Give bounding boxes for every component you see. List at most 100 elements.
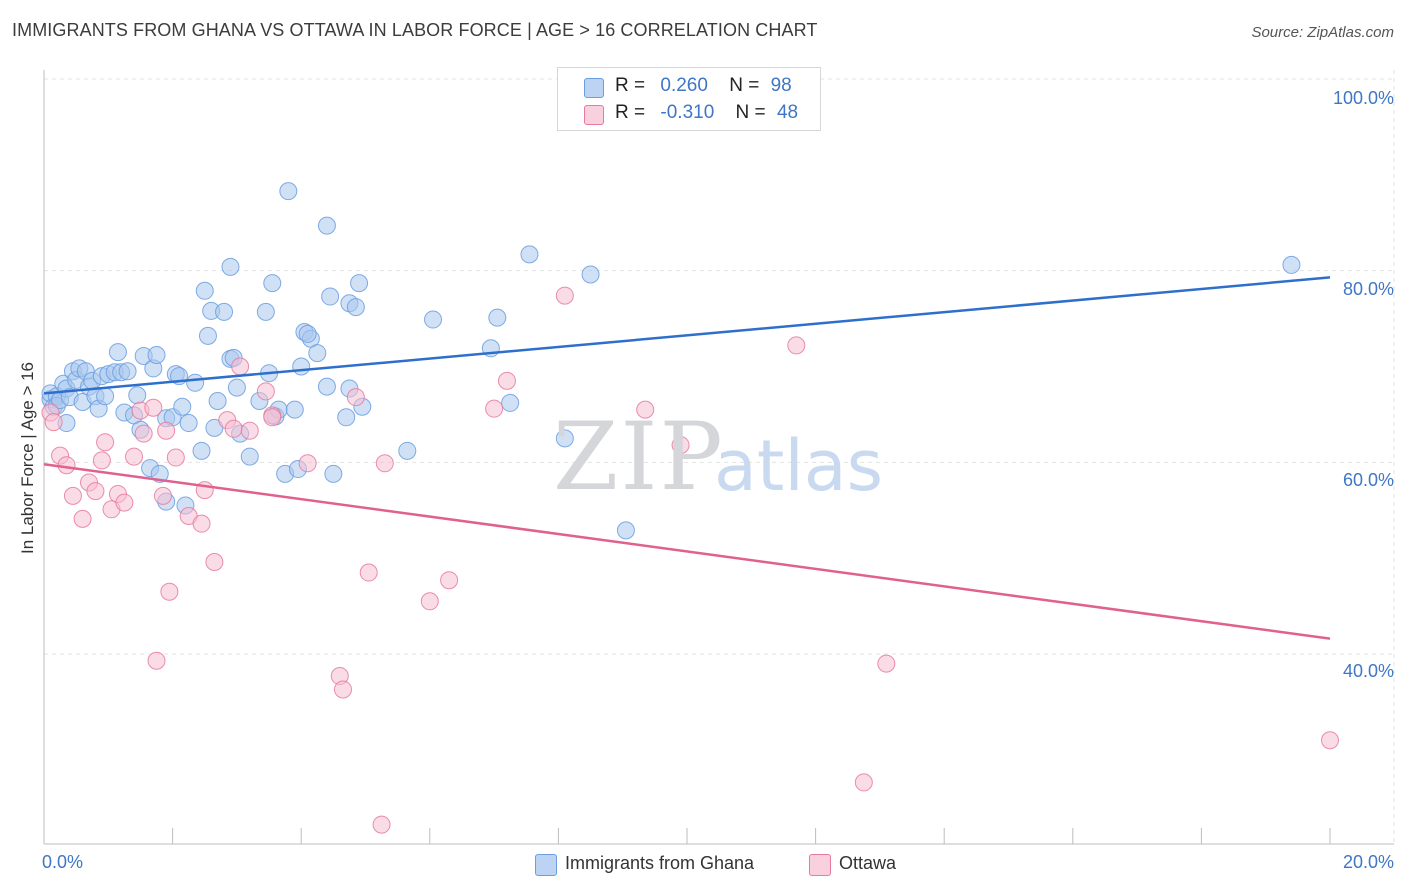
legend-swatch-ottawa [809, 854, 831, 876]
point-s1-17 [147, 651, 166, 670]
point-s0-80 [350, 274, 369, 293]
point-s0-88 [555, 429, 574, 448]
point-s1-44 [555, 286, 574, 305]
point-s0-54 [227, 378, 246, 397]
point-s0-65 [279, 182, 298, 201]
point-s0-76 [337, 408, 356, 427]
point-s0-83 [424, 310, 443, 329]
point-s0-49 [208, 392, 227, 410]
point-s0-79 [346, 298, 365, 317]
point-s1-40 [420, 592, 439, 611]
point-s1-5 [73, 509, 92, 528]
point-s1-25 [205, 553, 224, 571]
point-s1-49 [877, 654, 896, 673]
point-s1-21 [166, 448, 185, 467]
point-s1-39 [375, 454, 394, 473]
point-s1-19 [157, 421, 176, 440]
chart-title: IMMIGRANTS FROM GHANA VS OTTAWA IN LABOR… [12, 20, 818, 40]
trend-line-1 [43, 463, 1331, 640]
point-s0-64 [285, 400, 304, 419]
r-value: 0.260 [660, 75, 708, 96]
n-label: N = [735, 102, 766, 123]
point-s1-32 [263, 408, 282, 427]
point-s0-87 [520, 245, 539, 264]
point-s1-9 [96, 433, 115, 452]
point-s1-36 [346, 388, 365, 407]
point-s0-33 [147, 346, 166, 364]
point-s1-38 [372, 815, 391, 834]
y-tick-label-100: 100.0% [1332, 88, 1394, 108]
point-s0-43 [186, 373, 205, 392]
point-s1-45 [636, 400, 655, 419]
point-s1-30 [256, 382, 275, 401]
point-s0-60 [263, 274, 282, 293]
point-s0-90 [616, 521, 635, 540]
point-s0-44 [192, 441, 211, 460]
point-s0-70 [298, 324, 317, 343]
watermark-atlas: atlas [714, 425, 884, 507]
point-s0-73 [317, 216, 336, 235]
trend-lines [43, 276, 1331, 640]
point-s0-85 [488, 308, 507, 327]
point-s0-40 [173, 397, 192, 416]
y-tick-label-40: 40.0% [1342, 661, 1394, 681]
point-s0-20 [96, 387, 115, 406]
point-s0-23 [108, 343, 127, 362]
point-s1-29 [240, 421, 259, 440]
chart-source: Source: ZipAtlas.com [1251, 24, 1394, 41]
point-s1-35 [333, 680, 352, 699]
watermark-zip: ZIP [553, 403, 725, 512]
ottawa-swatch [584, 105, 604, 125]
n-value: 98 [770, 75, 792, 96]
y-tick-label-60: 60.0% [1342, 470, 1394, 490]
x-tick-label-min: 0.0% [42, 852, 84, 872]
ghana-swatch [584, 78, 604, 98]
point-s0-67 [292, 357, 311, 376]
point-s1-20 [160, 582, 179, 601]
point-s0-26 [118, 362, 137, 381]
point-s1-3 [57, 456, 76, 475]
point-s1-16 [144, 398, 163, 417]
point-s0-58 [256, 302, 275, 321]
point-s1-15 [134, 424, 153, 443]
point-s1-7 [86, 482, 105, 501]
point-s0-45 [195, 281, 214, 300]
point-s0-74 [321, 287, 340, 306]
point-s0-56 [240, 447, 259, 466]
point-s1-28 [231, 357, 250, 376]
point-s1-37 [359, 563, 378, 582]
point-s0-52 [221, 257, 240, 276]
point-s0-72 [317, 377, 336, 396]
point-s1-47 [787, 336, 806, 355]
y-axis-label: In Labor Force | Age > 16 [18, 361, 37, 555]
point-s1-43 [497, 371, 516, 390]
point-s0-42 [179, 414, 198, 433]
point-s1-12 [115, 493, 134, 512]
axes [43, 70, 1394, 845]
point-s0-46 [198, 326, 217, 345]
point-s0-28 [128, 386, 147, 405]
r-label: R = [615, 75, 646, 96]
point-s0-91 [1282, 255, 1301, 274]
legend-label-ghana: Immigrants from Ghana [565, 853, 755, 873]
r-label: R = [615, 102, 646, 123]
point-s1-4 [63, 486, 82, 505]
point-s0-71 [308, 344, 327, 363]
point-s1-46 [671, 436, 690, 455]
point-s1-23 [192, 514, 211, 533]
stats-legend: R = 0.260 N = 98 R = -0.310 N = 48 [557, 67, 821, 131]
point-s1-42 [485, 399, 504, 418]
y-tick-label-80: 80.0% [1342, 279, 1394, 299]
point-s1-33 [298, 454, 317, 473]
point-s0-34 [150, 464, 169, 483]
series-legend: Immigrants from Ghana Ottawa [0, 851, 1406, 877]
point-s1-41 [440, 571, 459, 590]
point-s1-50 [1321, 731, 1339, 750]
n-value: 48 [776, 102, 799, 123]
point-s1-8 [92, 451, 111, 470]
point-s1-27 [224, 419, 243, 438]
point-s1-48 [854, 773, 873, 792]
point-s1-13 [125, 447, 144, 466]
x-tick-label-max: 20.0% [1342, 852, 1394, 872]
